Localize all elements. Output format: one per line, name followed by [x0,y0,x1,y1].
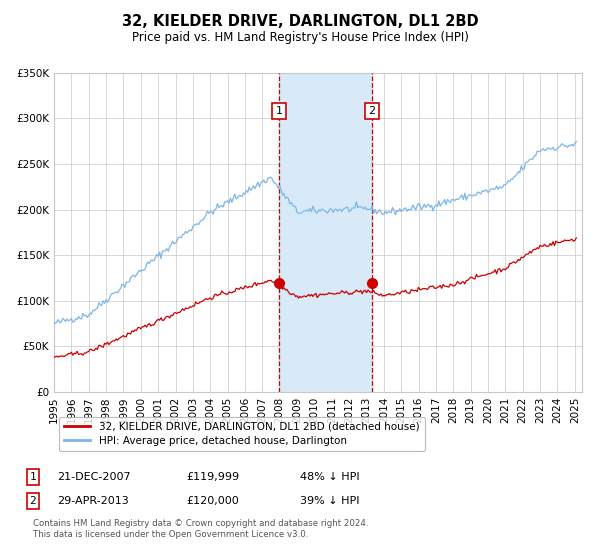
Text: 2: 2 [368,106,376,116]
Text: 1: 1 [275,106,283,116]
Text: 48% ↓ HPI: 48% ↓ HPI [300,472,359,482]
Text: 1: 1 [29,472,37,482]
Text: 21-DEC-2007: 21-DEC-2007 [57,472,131,482]
Text: £120,000: £120,000 [186,496,239,506]
Bar [279,73,372,392]
Legend: 32, KIELDER DRIVE, DARLINGTON, DL1 2BD (detached house), HPI: Average price, det: 32, KIELDER DRIVE, DARLINGTON, DL1 2BD (… [59,417,425,451]
Text: Contains HM Land Registry data © Crown copyright and database right 2024.
This d: Contains HM Land Registry data © Crown c… [33,520,368,539]
Text: 29-APR-2013: 29-APR-2013 [57,496,129,506]
Text: 39% ↓ HPI: 39% ↓ HPI [300,496,359,506]
Text: £119,999: £119,999 [186,472,239,482]
Text: 2: 2 [29,496,37,506]
Text: Price paid vs. HM Land Registry's House Price Index (HPI): Price paid vs. HM Land Registry's House … [131,31,469,44]
Text: 32, KIELDER DRIVE, DARLINGTON, DL1 2BD: 32, KIELDER DRIVE, DARLINGTON, DL1 2BD [122,14,478,29]
